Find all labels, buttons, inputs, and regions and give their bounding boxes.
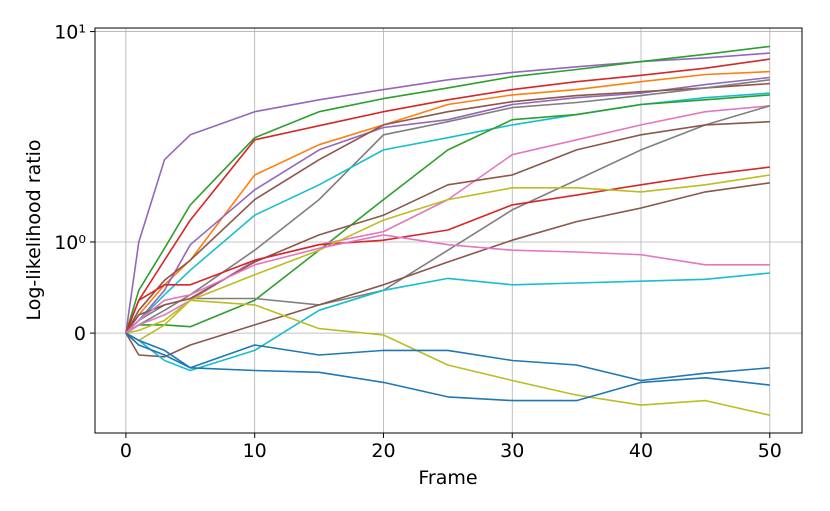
series-line bbox=[125, 332, 770, 382]
y-tick-label: 0 bbox=[74, 323, 86, 345]
plot-frame bbox=[94, 27, 803, 434]
series-line bbox=[125, 45, 770, 334]
series-line bbox=[125, 82, 770, 334]
series-line bbox=[125, 76, 770, 334]
x-tick-label: 20 bbox=[371, 440, 395, 462]
x-tick-label: 0 bbox=[120, 440, 132, 462]
series-line bbox=[125, 105, 770, 334]
x-tick-label: 40 bbox=[629, 440, 653, 462]
series-line bbox=[125, 182, 770, 358]
series-line bbox=[125, 79, 770, 334]
x-axis-label: Frame bbox=[418, 467, 477, 489]
series-line bbox=[125, 58, 770, 334]
series-line bbox=[125, 272, 770, 372]
series-line bbox=[125, 120, 770, 334]
series-line bbox=[125, 70, 770, 334]
x-tick-label: 10 bbox=[243, 440, 267, 462]
series-line bbox=[125, 174, 770, 334]
series-line bbox=[125, 299, 770, 416]
x-tick-label: 30 bbox=[500, 440, 524, 462]
series-line bbox=[125, 166, 770, 334]
series-line bbox=[125, 105, 771, 334]
x-tick-label: 50 bbox=[758, 440, 782, 462]
y-tick-label: 10¹ bbox=[54, 22, 86, 44]
series-line bbox=[125, 234, 770, 334]
series-line bbox=[125, 332, 770, 402]
series-line bbox=[125, 52, 770, 334]
y-axis-label: Log-likelihood ratio bbox=[23, 139, 45, 320]
y-tick-label: 10⁰ bbox=[54, 232, 86, 254]
